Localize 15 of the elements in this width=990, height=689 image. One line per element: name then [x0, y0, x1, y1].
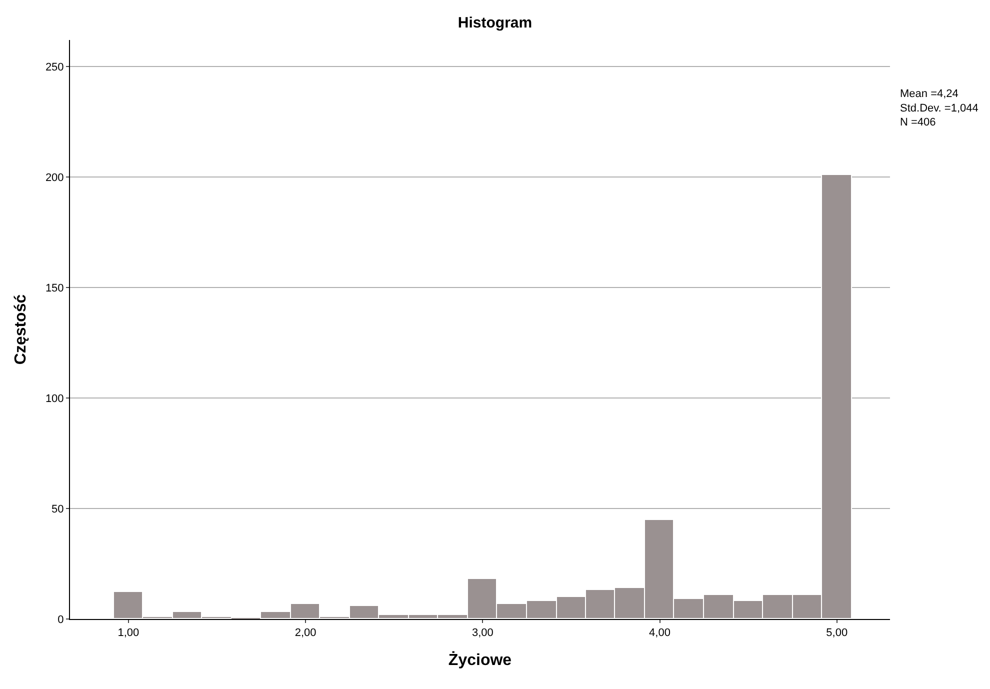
y-tick-label: 150	[45, 282, 64, 294]
x-tick-label: 3,00	[472, 627, 494, 640]
y-tick-label: 50	[52, 503, 64, 516]
x-tick-label: 2,00	[294, 627, 316, 640]
y-axis-title: Częstość	[12, 294, 30, 365]
y-tick-label: 200	[45, 172, 64, 184]
y-tick-label: 0	[58, 614, 64, 626]
x-tick-label: 5,00	[826, 627, 848, 640]
y-tick-label: 100	[45, 392, 64, 405]
text: Mean =4,24 Std.Dev. =1,044 N =406	[900, 88, 978, 129]
y-tick-label: 250	[45, 61, 64, 74]
chart-title: Histogram	[458, 14, 532, 32]
x-tick-label: 1,00	[118, 627, 140, 640]
x-tick-label: 4,00	[649, 627, 670, 640]
x-axis-title: Życiowe	[448, 650, 512, 669]
